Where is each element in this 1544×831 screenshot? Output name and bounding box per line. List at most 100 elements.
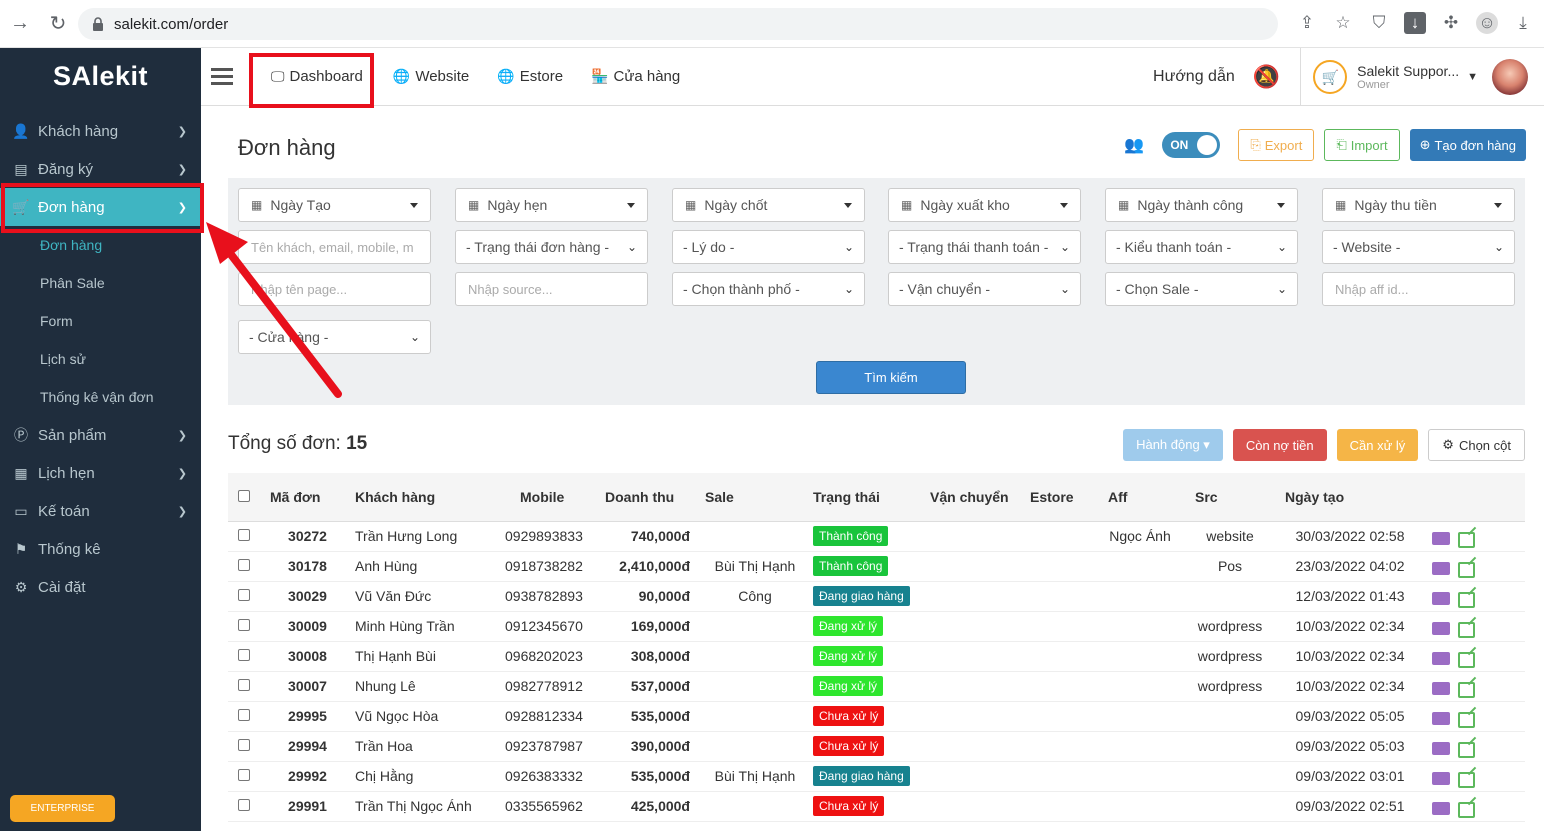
table-row[interactable]: 30007 Nhung Lê 0982778912 537,000đ Đang xử l… — [228, 671, 1525, 702]
order-id[interactable]: 30029 — [270, 581, 345, 612]
table-row[interactable]: 30029 Vũ Văn Đức 0938782893 90,000đ Công Đang… — [228, 581, 1525, 612]
table-row[interactable]: 29992 Chị Hằng 0926383332 535,000đ Bùi Thị H… — [228, 761, 1525, 792]
order-id[interactable]: 30009 — [270, 611, 345, 642]
sidebar-item-orders[interactable]: 🛒 Đơn hàng ❯ — [0, 188, 201, 226]
table-row[interactable]: 30008 Thị Hạnh Bùi 0968202023 308,000đ Đang … — [228, 641, 1525, 672]
share-icon[interactable]: ⇪ — [1299, 13, 1315, 32]
mail-icon[interactable] — [1432, 682, 1450, 695]
address-bar[interactable]: salekit.com/order — [78, 8, 1278, 40]
select-all-checkbox[interactable] — [238, 489, 250, 502]
sidebar-subitem-shipping-stats[interactable]: Thống kê vận đơn — [40, 389, 154, 405]
bulk-action-button[interactable]: Hành động ▾ — [1123, 429, 1223, 461]
row-checkbox[interactable] — [238, 559, 250, 571]
sidebar-subitem-form[interactable]: Form — [40, 313, 73, 329]
edit-icon[interactable] — [1458, 772, 1475, 788]
row-checkbox[interactable] — [238, 589, 250, 601]
aff-id-input[interactable]: Nhập aff id... — [1322, 272, 1515, 306]
filter-success-date[interactable]: ▦ Ngày thành công — [1105, 188, 1298, 222]
edit-icon[interactable] — [1458, 712, 1475, 728]
mail-icon[interactable] — [1432, 562, 1450, 575]
edit-icon[interactable] — [1458, 742, 1475, 758]
row-checkbox[interactable] — [238, 679, 250, 691]
puzzle-icon[interactable]: ✣ — [1443, 13, 1459, 32]
col-shipping[interactable]: Vận chuyển — [930, 473, 1030, 522]
col-estore[interactable]: Estore — [1030, 473, 1100, 522]
reload-icon[interactable]: ↻ — [49, 13, 67, 35]
source-input[interactable]: Nhập source... — [455, 272, 648, 306]
filter-payment-date[interactable]: ▦ Ngày thu tiền — [1322, 188, 1515, 222]
sale-select[interactable]: - Chọn Sale - ⌄ — [1105, 272, 1298, 306]
filter-appointment-date[interactable]: ▦ Ngày hẹn — [455, 188, 648, 222]
order-status-select[interactable]: - Trạng thái đơn hàng - ⌄ — [455, 230, 648, 264]
mail-icon[interactable] — [1432, 712, 1450, 725]
mail-icon[interactable] — [1432, 802, 1450, 815]
hamburger-menu-icon[interactable] — [211, 64, 233, 89]
enterprise-badge[interactable]: ENTERPRISE — [10, 795, 115, 822]
sidebar-subitem-assign-sale[interactable]: Phân Sale — [40, 275, 105, 291]
order-id[interactable]: 29992 — [270, 761, 345, 792]
row-checkbox[interactable] — [238, 799, 250, 811]
edit-icon[interactable] — [1458, 562, 1475, 578]
export-button[interactable]: ⎘ Export — [1238, 129, 1315, 161]
sidebar-item-statistics[interactable]: ⚑ Thống kê — [0, 530, 201, 568]
col-customer[interactable]: Khách hàng — [345, 473, 495, 522]
bell-icon[interactable]: 🔕 — [1252, 64, 1281, 89]
col-sale[interactable]: Sale — [705, 473, 805, 522]
order-id[interactable]: 29991 — [270, 791, 345, 822]
payment-status-select[interactable]: - Trạng thái thanh toán - ⌄ — [888, 230, 1081, 264]
sidebar-subitem-history[interactable]: Lịch sử — [40, 351, 86, 367]
page-name-input[interactable]: Nhập tên page... — [238, 272, 431, 306]
edit-icon[interactable] — [1458, 652, 1475, 668]
avatar[interactable] — [1492, 59, 1528, 95]
mail-icon[interactable] — [1432, 772, 1450, 785]
mail-icon[interactable] — [1432, 592, 1450, 605]
edit-icon[interactable] — [1458, 682, 1475, 698]
order-id[interactable]: 29995 — [270, 701, 345, 732]
table-row[interactable]: 29994 Trần Hoa 0923787987 390,000đ Chưa xử l… — [228, 731, 1525, 762]
website-select[interactable]: - Website - ⌄ — [1322, 230, 1515, 264]
order-id[interactable]: 30272 — [270, 521, 345, 552]
row-checkbox[interactable] — [238, 709, 250, 721]
customer-search-input[interactable]: Tên khách, email, mobile, m — [238, 230, 431, 264]
row-checkbox[interactable] — [238, 619, 250, 631]
outstanding-debt-button[interactable]: Còn nợ tiền — [1232, 429, 1327, 461]
col-src[interactable]: Src — [1180, 473, 1280, 522]
table-row[interactable]: 30009 Minh Hùng Trần 0912345670 169,000đ Đan… — [228, 611, 1525, 642]
row-checkbox[interactable] — [238, 739, 250, 751]
edit-icon[interactable] — [1458, 532, 1475, 548]
store-select[interactable]: - Cửa hàng - ⌄ — [238, 320, 431, 354]
table-row[interactable]: 30272 Trần Hưng Long 0929893833 740,000đ Thà… — [228, 521, 1525, 552]
order-id[interactable]: 29994 — [270, 731, 345, 762]
toggle-switch[interactable]: ON — [1162, 132, 1221, 158]
order-id[interactable]: 30178 — [270, 551, 345, 582]
shipping-select[interactable]: - Vận chuyển - ⌄ — [888, 272, 1081, 306]
create-order-button[interactable]: ⊕ Tạo đơn hàng — [1409, 129, 1526, 161]
col-status[interactable]: Trạng thái — [805, 473, 930, 522]
download-icon[interactable]: ⤓ — [1519, 13, 1527, 32]
payment-type-select[interactable]: - Kiểu thanh toán - ⌄ — [1105, 230, 1298, 264]
row-checkbox[interactable] — [238, 769, 250, 781]
sidebar-item-settings[interactable]: ⚙ Cài đặt — [0, 568, 201, 606]
nav-store[interactable]: 🏪 Cửa hàng — [591, 68, 680, 85]
star-icon[interactable]: ☆ — [1335, 13, 1351, 32]
col-aff[interactable]: Aff — [1100, 473, 1180, 522]
table-row[interactable]: 29995 Vũ Ngọc Hòa 0928812334 535,000đ Chưa x… — [228, 701, 1525, 732]
edit-icon[interactable] — [1458, 802, 1475, 818]
table-row[interactable]: 29991 Trần Thị Ngọc Ánh 0335565962 425,000đ… — [228, 791, 1525, 822]
sidebar-item-accounting[interactable]: ▭ Kế toán ❯ — [0, 492, 201, 530]
col-mobile[interactable]: Mobile — [495, 473, 605, 522]
shield-icon[interactable]: ⛉ — [1372, 13, 1386, 32]
table-row[interactable]: 30178 Anh Hùng 0918738282 2,410,000đ Bùi Thị… — [228, 551, 1525, 582]
logo[interactable]: SAlekit — [52, 60, 149, 91]
forward-icon[interactable]: → — [10, 12, 30, 34]
guide-link[interactable]: Hướng dẫn — [1153, 68, 1235, 85]
order-id[interactable]: 30008 — [270, 641, 345, 672]
reason-select[interactable]: - Lý do - ⌄ — [672, 230, 865, 264]
filter-export-date[interactable]: ▦ Ngày xuất kho — [888, 188, 1081, 222]
edit-icon[interactable] — [1458, 622, 1475, 638]
city-select[interactable]: - Chọn thành phố - ⌄ — [672, 272, 865, 306]
needs-processing-button[interactable]: Cần xử lý — [1336, 429, 1419, 461]
choose-columns-button[interactable]: ⚙ Chọn cột — [1428, 429, 1525, 461]
user-menu[interactable]: 🛒 Salekit Suppor... Owner ▼ — [1300, 48, 1544, 106]
search-button[interactable]: Tìm kiếm — [816, 361, 966, 394]
